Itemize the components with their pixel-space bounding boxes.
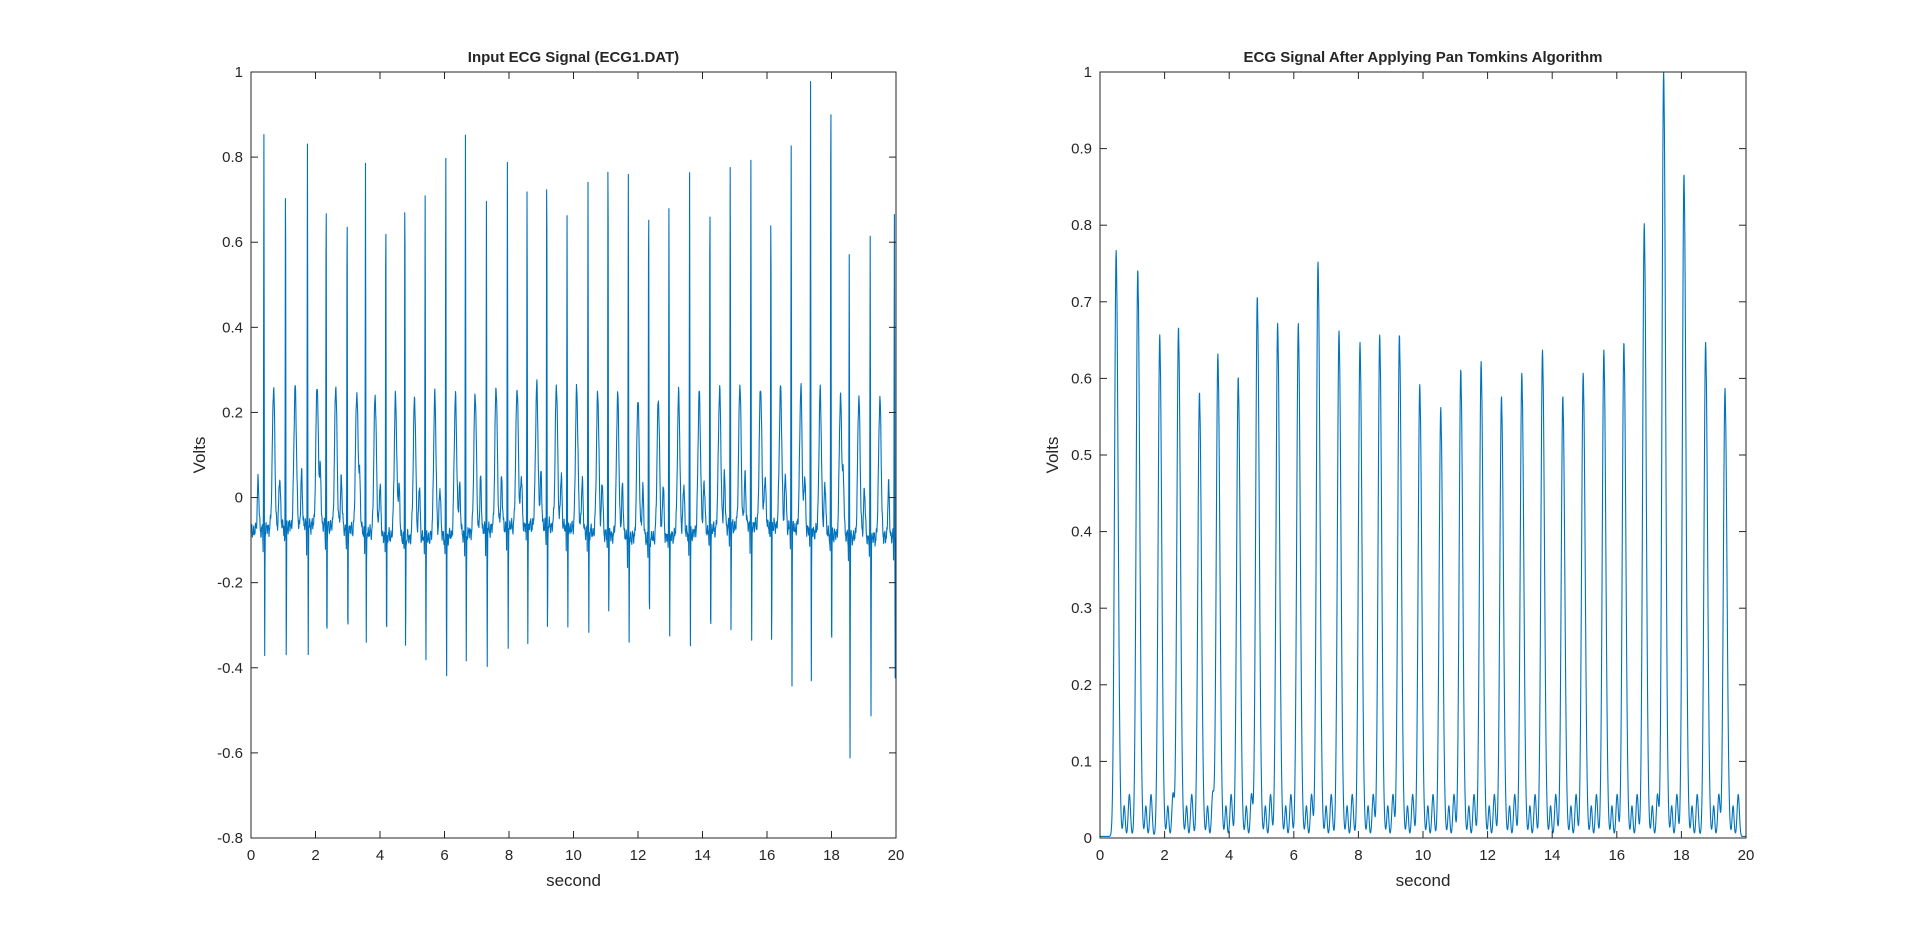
y-tick-label: 0.5 xyxy=(1071,447,1092,464)
x-tick-label: 14 xyxy=(1544,847,1561,864)
chart-pan-tompkins: 0 2 4 6 8 10 12 14 16 18 20 0 0.1 0.2 0.3 0.4 0.5 0.6 0.7 0… xyxy=(1043,49,1754,890)
y-tick-label: -0.2 xyxy=(217,575,243,592)
series-layer xyxy=(1099,71,1747,838)
chart-input-ecg: 0 2 4 6 8 10 12 14 16 18 20 -0.8 -0.6 -0.4 -0.2 0 0.2 0.4… xyxy=(190,49,904,890)
x-tick-label: 16 xyxy=(1608,847,1625,864)
y-tick-label: 0.4 xyxy=(1071,524,1092,541)
x-axis-label: second xyxy=(546,871,601,890)
x-tick-label: 16 xyxy=(759,847,776,864)
x-tick-label: 6 xyxy=(440,847,448,864)
y-tick-label: 0.1 xyxy=(1071,753,1092,770)
y-tick-label: 1 xyxy=(1084,64,1092,81)
series-layer xyxy=(250,80,897,759)
ticks-layer: 0 2 4 6 8 10 12 14 16 18 20 -0.8 -0.6 -0.4 -0.2 0 0.2 0.4… xyxy=(217,64,904,864)
y-tick-label: 0.2 xyxy=(222,404,243,421)
y-tick-label: 0.3 xyxy=(1071,600,1092,617)
x-tick-label: 6 xyxy=(1290,847,1298,864)
y-tick-label: 0.8 xyxy=(222,149,243,166)
x-axis-label: second xyxy=(1396,871,1451,890)
x-tick-label: 0 xyxy=(1096,847,1104,864)
x-tick-label: 10 xyxy=(565,847,582,864)
x-tick-label: 18 xyxy=(823,847,840,864)
x-tick-label: 18 xyxy=(1673,847,1690,864)
x-tick-label: 8 xyxy=(1354,847,1362,864)
series-line xyxy=(250,80,897,759)
x-tick-label: 12 xyxy=(1479,847,1496,864)
x-tick-label: 4 xyxy=(1225,847,1233,864)
chart-title: ECG Signal After Applying Pan Tomkins Al… xyxy=(1244,49,1603,66)
y-tick-label: 0.4 xyxy=(222,319,243,336)
x-tick-label: 12 xyxy=(630,847,647,864)
x-tick-label: 10 xyxy=(1415,847,1432,864)
x-tick-label: 2 xyxy=(1160,847,1168,864)
y-tick-label: -0.6 xyxy=(217,745,243,762)
x-tick-label: 0 xyxy=(247,847,255,864)
y-tick-label: 0.2 xyxy=(1071,677,1092,694)
y-tick-label: 1 xyxy=(235,64,243,81)
x-tick-label: 14 xyxy=(694,847,711,864)
y-axis-label: Volts xyxy=(1043,437,1062,474)
y-tick-label: 0 xyxy=(1084,830,1092,847)
y-tick-label: 0.6 xyxy=(222,234,243,251)
y-tick-label: 0.7 xyxy=(1071,294,1092,311)
y-tick-label: 0.6 xyxy=(1071,370,1092,387)
x-tick-label: 20 xyxy=(888,847,905,864)
x-tick-label: 8 xyxy=(505,847,513,864)
chart-title: Input ECG Signal (ECG1.DAT) xyxy=(468,49,679,66)
y-tick-label: 0.9 xyxy=(1071,141,1092,158)
series-line xyxy=(1099,71,1747,838)
ticks-layer: 0 2 4 6 8 10 12 14 16 18 20 0 0.1 0.2 0.3 0.4 0.5 0.6 0.7 0… xyxy=(1071,64,1754,864)
x-tick-label: 2 xyxy=(311,847,319,864)
y-tick-label: -0.8 xyxy=(217,830,243,847)
x-tick-label: 20 xyxy=(1738,847,1755,864)
y-tick-label: 0.8 xyxy=(1071,217,1092,234)
y-tick-label: -0.4 xyxy=(217,660,243,677)
y-tick-label: 0 xyxy=(235,490,243,507)
y-axis-label: Volts xyxy=(190,437,209,474)
x-tick-label: 4 xyxy=(376,847,384,864)
